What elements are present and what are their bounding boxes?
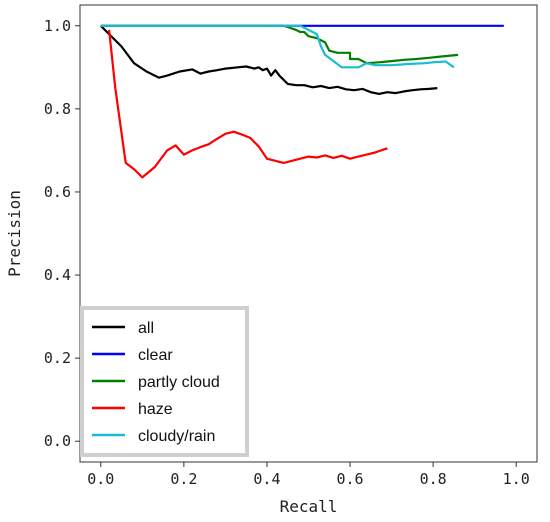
x-tick-label: 0.2 <box>170 470 197 488</box>
x-axis-title: Recall <box>280 497 338 516</box>
x-tick-label: 1.0 <box>503 470 530 488</box>
legend: all clear partly cloud haze cloudy/rain <box>80 306 249 457</box>
x-tick-label: 0.4 <box>253 470 280 488</box>
legend-items: all clear partly cloud haze cloudy/rain <box>92 320 220 445</box>
series-line-haze <box>108 29 388 179</box>
x-tick-label: 0.0 <box>87 470 114 488</box>
y-tick-label: 0.0 <box>44 432 71 450</box>
legend-label: haze <box>138 401 173 418</box>
y-axis-title: Precision <box>5 190 24 277</box>
y-tick-label: 0.2 <box>44 349 71 367</box>
x-tick-label: 0.8 <box>420 470 447 488</box>
legend-label: partly cloud <box>138 374 220 391</box>
x-axis: 0.0 0.2 0.4 0.6 0.8 1.0 <box>87 462 530 488</box>
y-tick-label: 0.6 <box>44 183 71 201</box>
series-line-cloudy-rain <box>100 24 455 69</box>
plot-frame <box>79 4 538 463</box>
y-tick-label: 0.8 <box>44 100 71 118</box>
y-axis: 0.0 0.2 0.4 0.6 0.8 1.0 <box>44 17 80 450</box>
legend-label: cloudy/rain <box>138 428 215 445</box>
legend-label: all <box>138 320 154 337</box>
x-tick-label: 0.6 <box>336 470 363 488</box>
plot-area <box>100 24 504 179</box>
legend-label: clear <box>138 347 173 364</box>
y-tick-label: 0.4 <box>44 266 71 284</box>
series-line-partly-cloud <box>100 24 459 65</box>
series-line-all <box>100 25 438 96</box>
y-tick-label: 1.0 <box>44 17 71 35</box>
